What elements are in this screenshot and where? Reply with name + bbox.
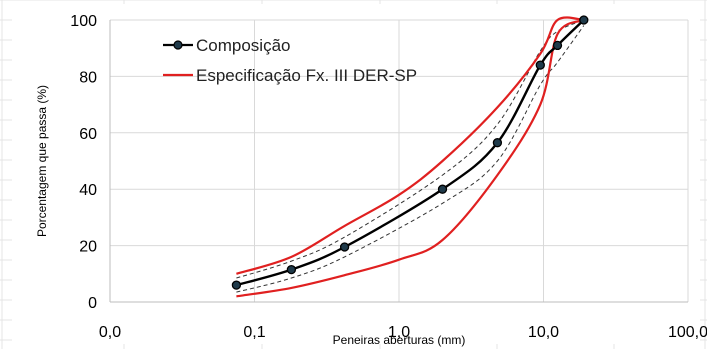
x-axis-title: Peneiras aberturas (mm) [333, 333, 466, 347]
x-tick-labels: 0,0 0,1 1,0 10,0 100,0 [99, 324, 707, 341]
y-tick-label: 60 [79, 126, 97, 143]
x-tick-label: 10,0 [528, 324, 559, 341]
y-tick-labels: 0 20 40 60 80 100 [70, 13, 97, 312]
x-tick-label: 1,0 [388, 324, 410, 341]
data-point [437, 184, 448, 194]
legend-item-composicao: Composição [163, 36, 291, 55]
legend-item-especificacao: Especificação Fx. III DER-SP [163, 66, 417, 85]
data-point [552, 40, 563, 51]
series-line-tolerance-upper [236, 19, 584, 279]
data-point [339, 242, 350, 252]
x-tick-label: 0,1 [243, 324, 265, 341]
y-tick-label: 80 [79, 69, 97, 86]
legend-composicao-label: Composição [196, 36, 291, 55]
chart-area [12, 4, 700, 344]
legend-composicao-marker [173, 40, 183, 50]
data-point [231, 280, 242, 290]
series-line-composicao [236, 19, 585, 287]
data-point [492, 138, 503, 148]
data-point [286, 264, 297, 275]
legend-especificacao-label: Especificação Fx. III DER-SP [196, 66, 417, 85]
y-tick-label: 40 [79, 182, 97, 199]
x-tick-label: 100,0 [668, 324, 707, 341]
marker-layer [231, 15, 589, 290]
x-tick-label: 0,0 [99, 324, 121, 341]
y-tick-label: 100 [70, 13, 97, 30]
y-axis-title: Porcentagem que passa (%) [35, 85, 49, 237]
series-line-upper-limit [236, 16, 584, 275]
y-tick-label: 20 [79, 239, 97, 256]
series-line-lower-limit [236, 18, 585, 298]
y-tick-label: 0 [88, 295, 97, 312]
plot-area [109, 15, 689, 303]
data-point [535, 60, 545, 70]
legend: Composição Especificação Fx. III DER-SP [163, 36, 417, 85]
series-layer [236, 16, 585, 298]
data-point [579, 15, 589, 25]
